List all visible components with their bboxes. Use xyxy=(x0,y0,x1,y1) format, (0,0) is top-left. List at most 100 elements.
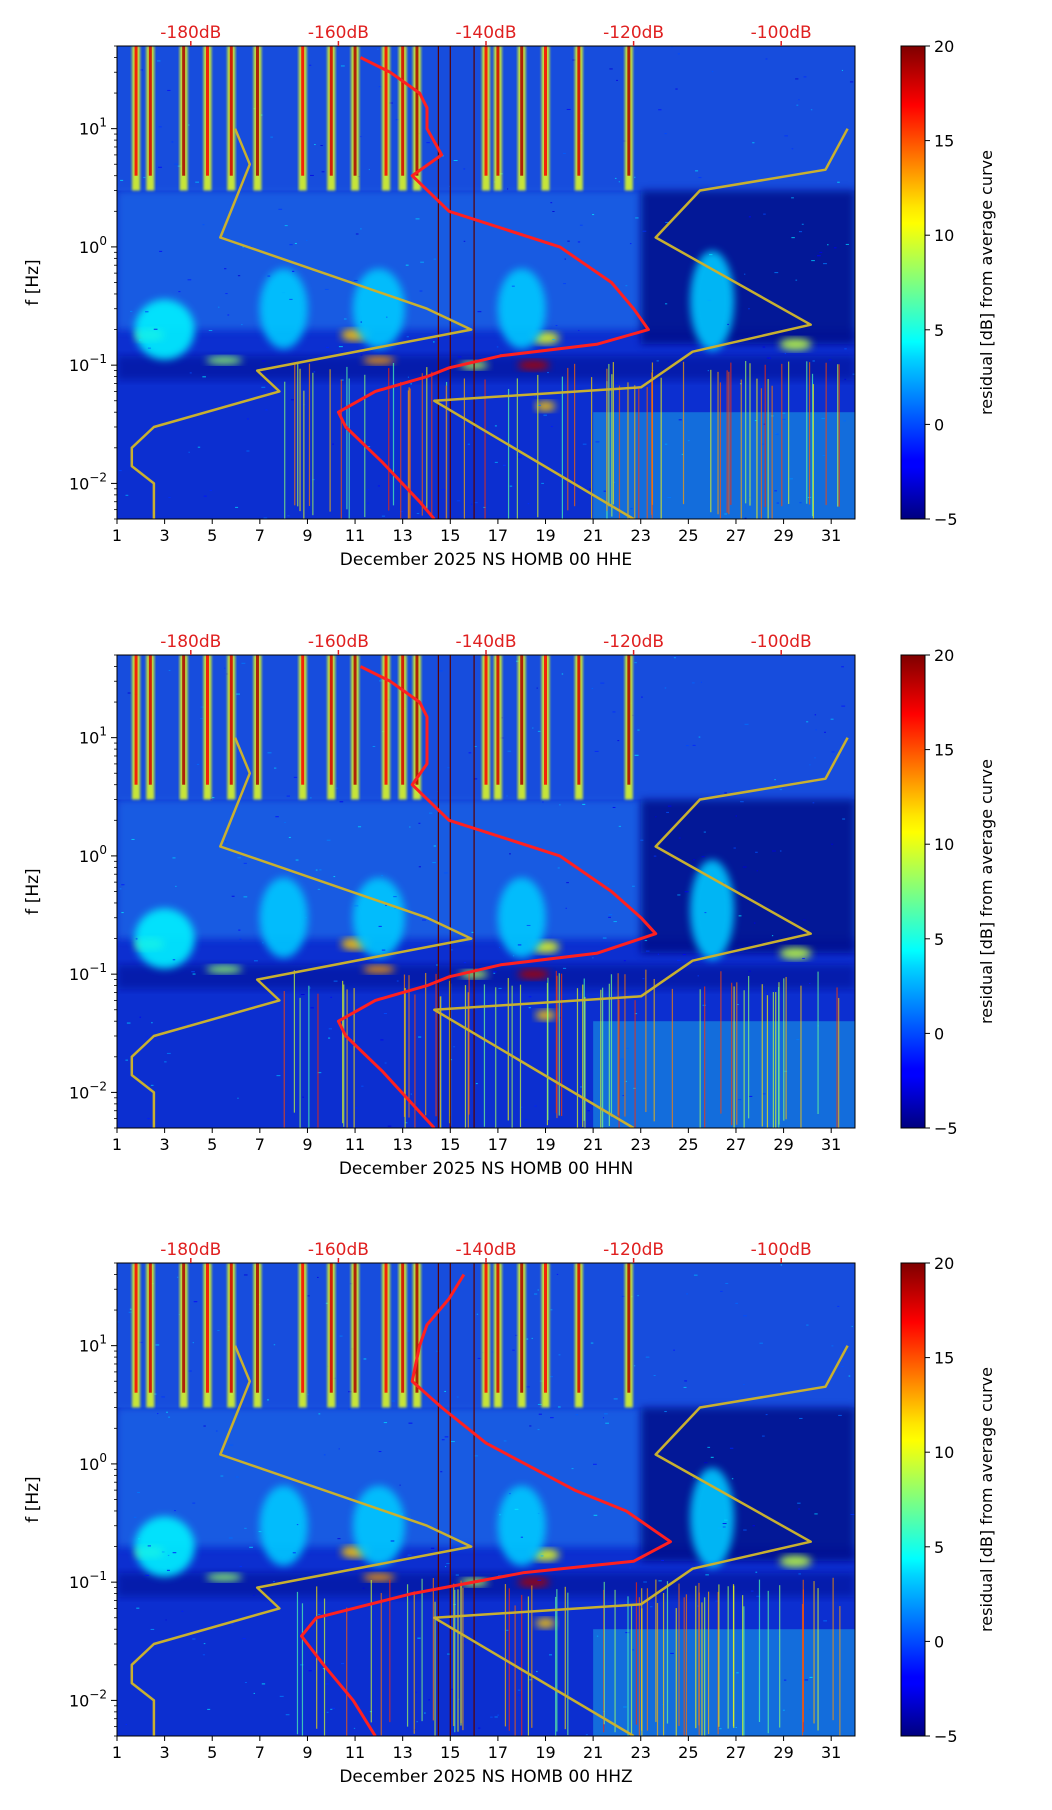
heatmap-speckle xyxy=(743,1384,745,1386)
heatmap-column-core xyxy=(148,46,152,176)
heatmap-column-core xyxy=(496,1263,500,1393)
heatmap-speckle xyxy=(328,1028,333,1030)
heatmap-blob xyxy=(779,338,812,351)
heatmap-spike xyxy=(392,362,395,506)
heatmap-speckle xyxy=(340,379,344,381)
heatmap-speckle xyxy=(456,1396,459,1398)
heatmap-speckle xyxy=(227,314,230,316)
heatmap-speckle xyxy=(407,376,410,378)
heatmap-speckle xyxy=(744,273,746,275)
heatmap-column-core xyxy=(520,655,524,785)
heatmap-speckle xyxy=(537,730,541,732)
heatmap-spike xyxy=(439,996,441,1128)
heatmap-spike xyxy=(717,1591,719,1735)
heatmap-spike xyxy=(726,370,728,513)
heatmap-column-core xyxy=(577,1263,581,1393)
heatmap-speckle xyxy=(386,316,388,318)
heatmap-speckle xyxy=(678,837,681,839)
heatmap-speckle xyxy=(819,251,823,253)
heatmap-speckle xyxy=(664,303,668,305)
heatmap-speckle xyxy=(748,1095,753,1097)
heatmap-spike xyxy=(299,368,301,512)
heatmap-speckle xyxy=(305,239,308,241)
heatmap-spike xyxy=(296,1591,299,1735)
heatmap-spike xyxy=(756,378,758,519)
heatmap-speckle xyxy=(698,736,701,738)
heatmap-band xyxy=(593,412,855,519)
heatmap-spike xyxy=(630,1605,633,1736)
heatmap-speckle xyxy=(748,308,750,310)
heatmap-speckle xyxy=(476,1313,479,1315)
heatmap-speckle xyxy=(410,1093,412,1095)
heatmap-speckle xyxy=(841,705,846,707)
x-tick-label: 11 xyxy=(345,526,365,545)
heatmap-speckle xyxy=(614,177,617,179)
heatmap-speckle xyxy=(445,1566,447,1568)
heatmap-speckle xyxy=(816,255,821,257)
heatmap-spike xyxy=(812,384,814,519)
heatmap-column-core xyxy=(415,46,419,176)
heatmap-speckle xyxy=(289,244,293,246)
heatmap-spike xyxy=(837,364,839,507)
heatmap-spike xyxy=(457,1589,459,1732)
heatmap-speckle xyxy=(802,958,805,960)
heatmap-speckle xyxy=(200,718,203,720)
x-tick-label: 29 xyxy=(773,1743,793,1762)
heatmap-speckle xyxy=(620,1058,624,1060)
heatmap-blob xyxy=(497,877,546,958)
heatmap-speckle xyxy=(642,978,645,980)
y-tick-label: 10−2 xyxy=(69,1079,107,1102)
heatmap-speckle xyxy=(420,261,424,263)
heatmap-speckle xyxy=(293,776,298,778)
heatmap-speckle xyxy=(447,1653,451,1655)
heatmap-speckle xyxy=(200,706,205,708)
heatmap-spike xyxy=(537,374,539,518)
heatmap-speckle xyxy=(498,946,501,948)
top-db-tick-label: -100dB xyxy=(751,632,812,652)
heatmap-speckle xyxy=(812,802,815,804)
heatmap-spike xyxy=(603,1581,605,1725)
heatmap-column-core xyxy=(496,655,500,785)
heatmap-speckle xyxy=(383,1422,388,1424)
heatmap-speckle xyxy=(493,972,496,974)
heatmap-speckle xyxy=(845,243,849,245)
heatmap-speckle xyxy=(165,1619,167,1621)
heatmap-speckle xyxy=(782,412,786,414)
heatmap-speckle xyxy=(664,443,668,445)
heatmap-spike xyxy=(432,1578,434,1721)
heatmap-speckle xyxy=(621,1295,625,1297)
heatmap-spike xyxy=(731,982,733,1126)
heatmap-spike xyxy=(617,973,619,1116)
heatmap-speckle xyxy=(695,170,699,172)
heatmap-speckle xyxy=(258,1531,262,1533)
heatmap-speckle xyxy=(494,1716,498,1718)
heatmap-speckle xyxy=(537,1512,540,1514)
heatmap-speckle xyxy=(517,944,522,946)
heatmap-speckle xyxy=(225,841,227,843)
heatmap-spike xyxy=(425,972,427,1116)
top-db-tick-label: -160dB xyxy=(308,1240,369,1260)
heatmap-column-core xyxy=(229,1263,233,1393)
heatmap-speckle xyxy=(302,1096,304,1098)
top-db-tick-label: -120dB xyxy=(603,23,664,43)
heatmap-speckle xyxy=(405,1122,408,1124)
heatmap-speckle xyxy=(147,1118,150,1120)
heatmap-speckle xyxy=(615,382,618,384)
heatmap-spike xyxy=(806,361,808,504)
heatmap-speckle xyxy=(677,894,681,896)
heatmap-speckle xyxy=(471,931,474,933)
heatmap-spike xyxy=(698,1582,700,1726)
heatmap-speckle xyxy=(186,1023,190,1025)
heatmap-speckle xyxy=(235,506,239,508)
heatmap-spike xyxy=(301,1603,304,1736)
heatmap-column-core xyxy=(401,46,405,176)
heatmap-spike xyxy=(838,997,840,1128)
heatmap-spike xyxy=(800,985,802,1128)
heatmap-speckle xyxy=(808,982,811,984)
heatmap-speckle xyxy=(208,330,213,332)
heatmap-speckle xyxy=(453,1046,455,1048)
heatmap-blob xyxy=(779,1555,812,1568)
heatmap-speckle xyxy=(724,513,728,515)
heatmap-band xyxy=(593,1021,855,1128)
